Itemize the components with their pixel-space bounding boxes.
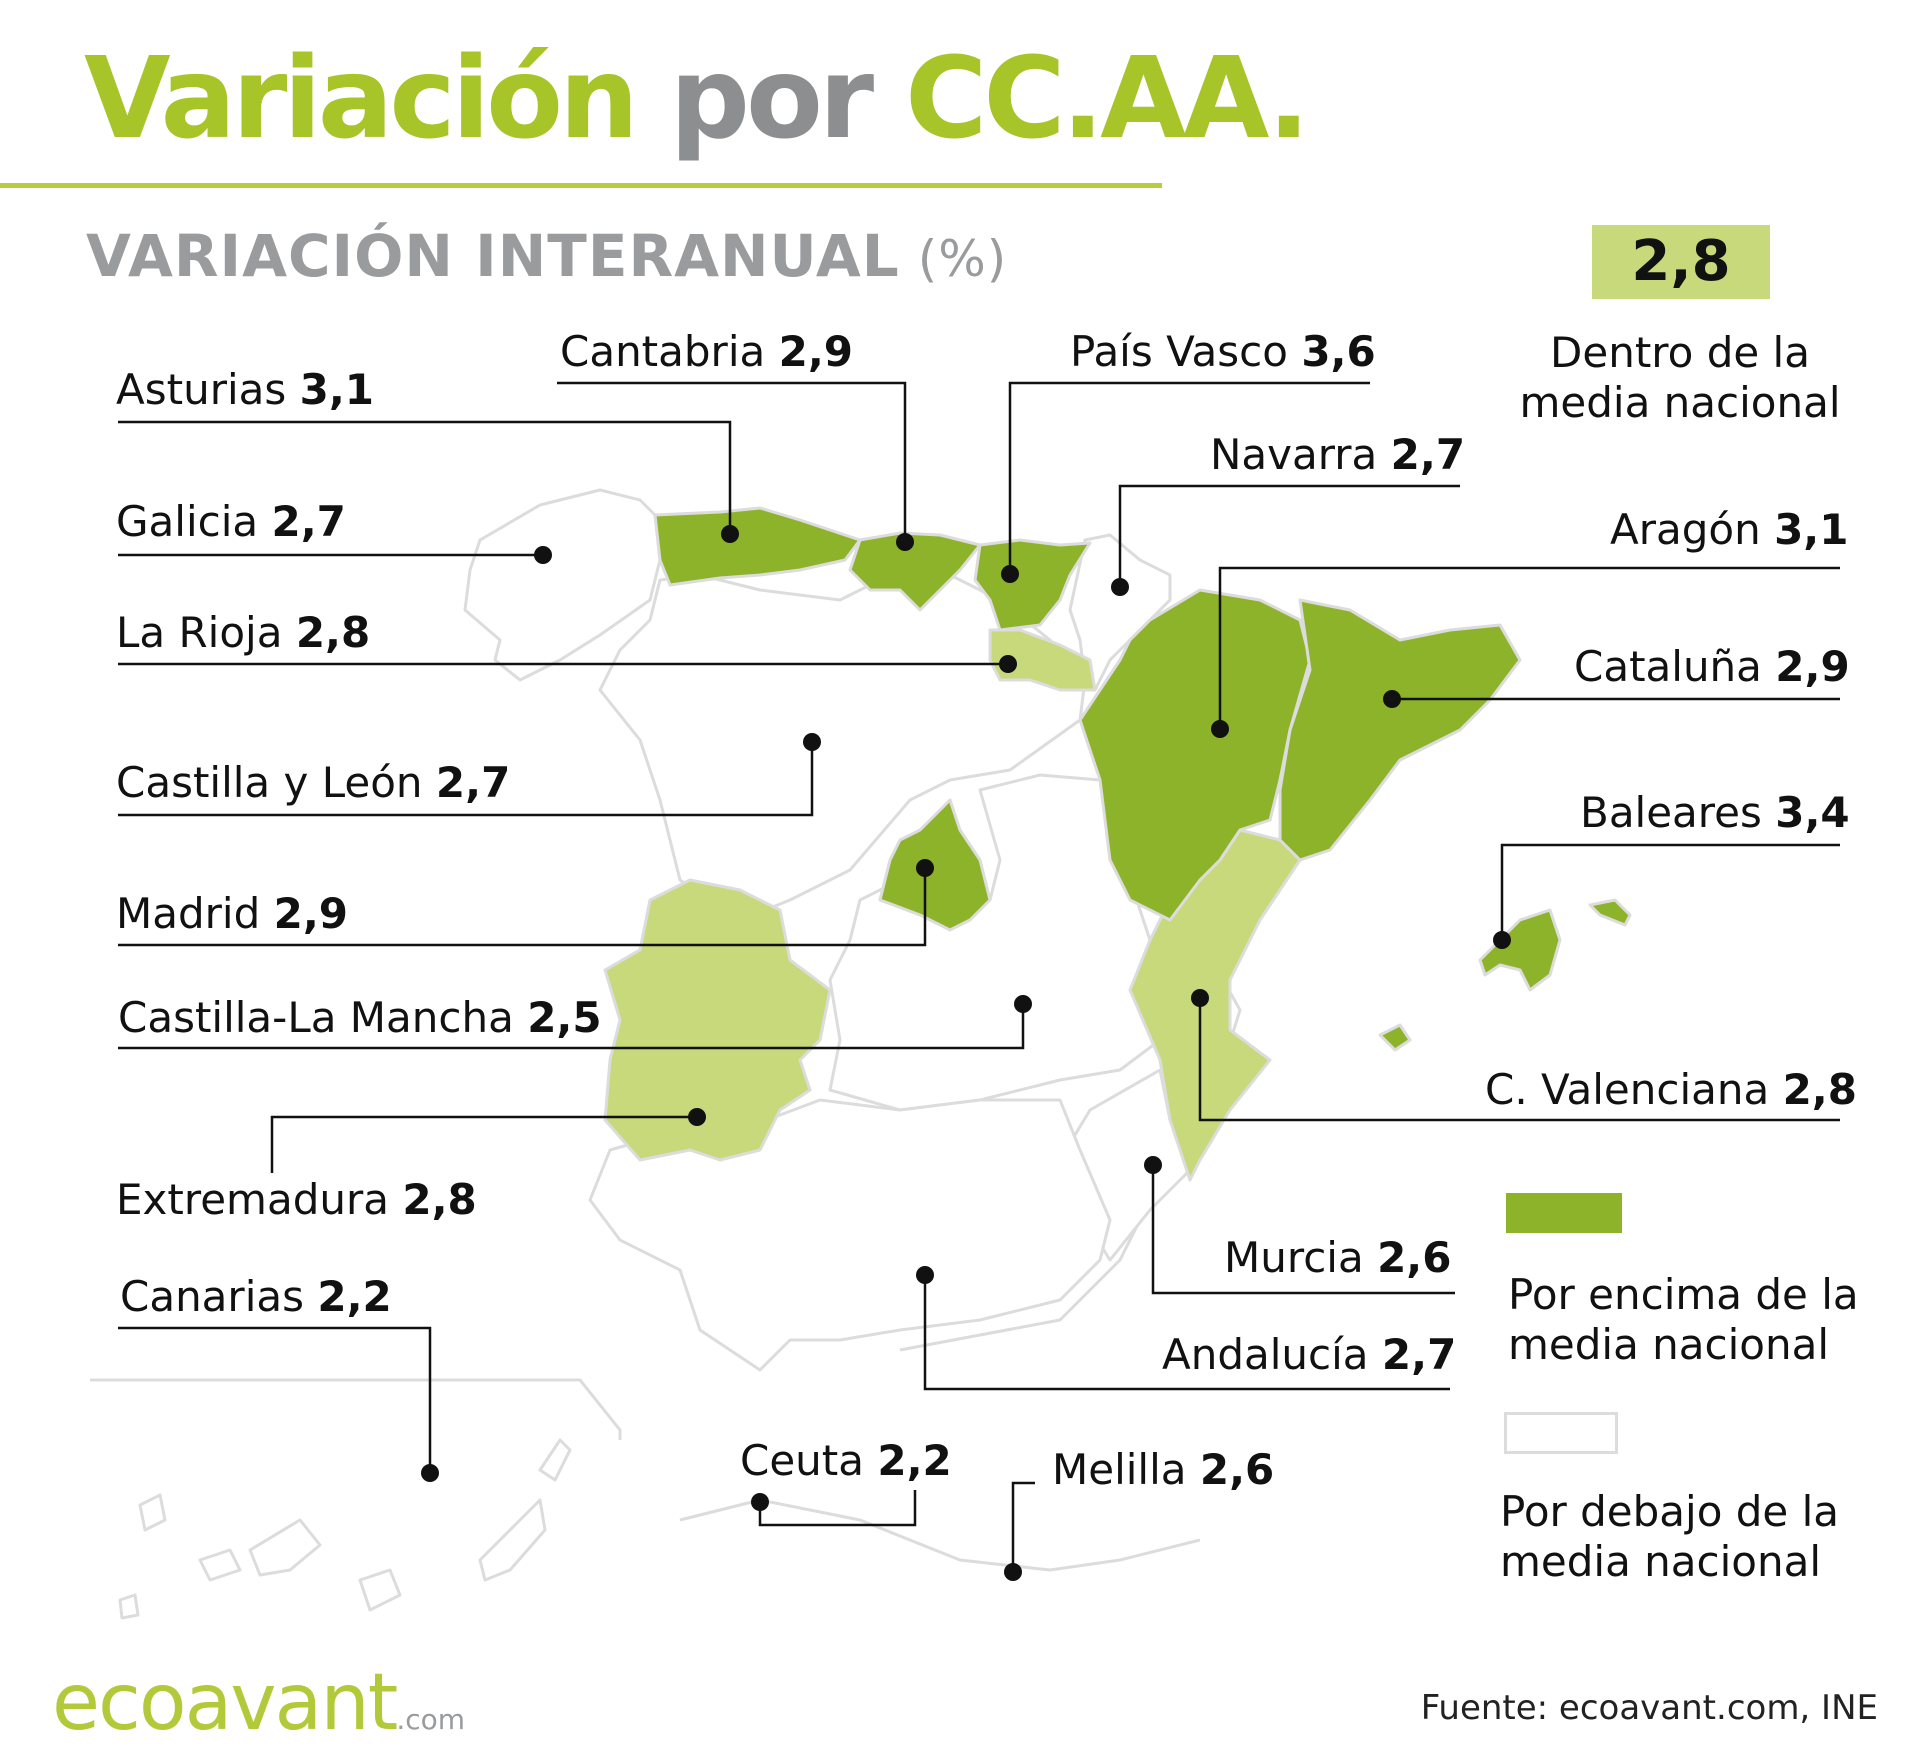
region-madrid	[878, 798, 992, 932]
label-castilla-la-mancha: Castilla-La Mancha 2,5	[118, 993, 602, 1042]
region-galicia	[463, 488, 662, 682]
legend-swatch-below	[1504, 1412, 1618, 1454]
region-canarias-5	[118, 1593, 140, 1620]
label-galicia: Galicia 2,7	[116, 497, 346, 546]
title-part-1: Variación	[84, 34, 639, 164]
national-average-label-line1: Dentro de la	[1550, 328, 1810, 377]
region-cataluna	[1278, 598, 1522, 862]
region-baleares-menorca	[1588, 898, 1632, 927]
label-c-valenciana: C. Valenciana 2,8	[1485, 1065, 1857, 1114]
label-la-rioja: La Rioja 2,8	[116, 608, 371, 657]
region-canarias-2	[198, 1548, 242, 1582]
region-la-rioja	[988, 628, 1097, 692]
title-part-2: por	[669, 34, 874, 164]
label-baleares: Baleares 3,4	[1580, 788, 1850, 837]
subtitle-main: VARIACIÓN INTERANUAL	[86, 222, 900, 290]
title-divider	[0, 183, 1162, 188]
region-canarias-3	[248, 1518, 322, 1577]
region-andalucia	[588, 1098, 1112, 1372]
national-average-value: 2,8	[1592, 225, 1770, 299]
national-average-label: Dentro de la media nacional	[1510, 328, 1850, 428]
region-extremadura	[603, 878, 832, 1162]
region-canarias-7	[538, 1438, 572, 1482]
label-pais-vasco: País Vasco 3,6	[1070, 327, 1376, 376]
title-part-3: CC.AA.	[905, 34, 1310, 164]
legend-below-text: Por debajo de la media nacional	[1500, 1487, 1840, 1586]
label-andalucia: Andalucía 2,7	[1162, 1330, 1457, 1379]
source-note: Fuente: ecoavant.com, INE	[1420, 1688, 1878, 1728]
legend-swatch-above	[1506, 1193, 1622, 1233]
national-average-label-line2: media nacional	[1519, 378, 1841, 427]
region-baleares-ibiza	[1378, 1023, 1412, 1052]
label-navarra: Navarra 2,7	[1210, 430, 1466, 479]
region-canarias-1	[138, 1493, 167, 1532]
label-cataluna: Cataluña 2,9	[1574, 642, 1850, 691]
region-dots	[421, 525, 1511, 1581]
canarias-inset-frame	[90, 1378, 622, 1440]
region-canarias-6	[478, 1498, 547, 1582]
label-cantabria: Cantabria 2,9	[560, 327, 853, 376]
label-asturias: Asturias 3,1	[116, 365, 375, 414]
region-canarias-4	[358, 1568, 402, 1612]
label-melilla: Melilla 2,6	[1052, 1445, 1275, 1494]
label-madrid: Madrid 2,9	[116, 889, 348, 938]
legend-above-text: Por encima de la media nacional	[1508, 1270, 1859, 1369]
label-extremadura: Extremadura 2,8	[116, 1175, 477, 1224]
region-aragon	[1078, 588, 1312, 922]
label-aragon: Aragón 3,1	[1610, 505, 1849, 554]
region-asturias	[653, 506, 862, 587]
region-pais-vasco	[973, 538, 1092, 632]
label-murcia: Murcia 2,6	[1224, 1233, 1452, 1282]
region-navarra	[1068, 533, 1172, 692]
ecoavant-logo: ecoavant.com	[52, 1658, 466, 1748]
label-castilla-y-leon: Castilla y León 2,7	[116, 758, 511, 807]
subtitle-unit: (%)	[917, 230, 1008, 288]
label-canarias: Canarias 2,2	[120, 1272, 392, 1321]
page-title: Variación por CC.AA.	[84, 34, 1310, 164]
label-ceuta: Ceuta 2,2	[740, 1436, 952, 1485]
region-baleares-mallorca	[1478, 908, 1562, 992]
leader-lines	[118, 381, 1840, 1572]
region-cantabria	[848, 531, 982, 612]
subtitle: VARIACIÓN INTERANUAL (%)	[86, 222, 1007, 290]
